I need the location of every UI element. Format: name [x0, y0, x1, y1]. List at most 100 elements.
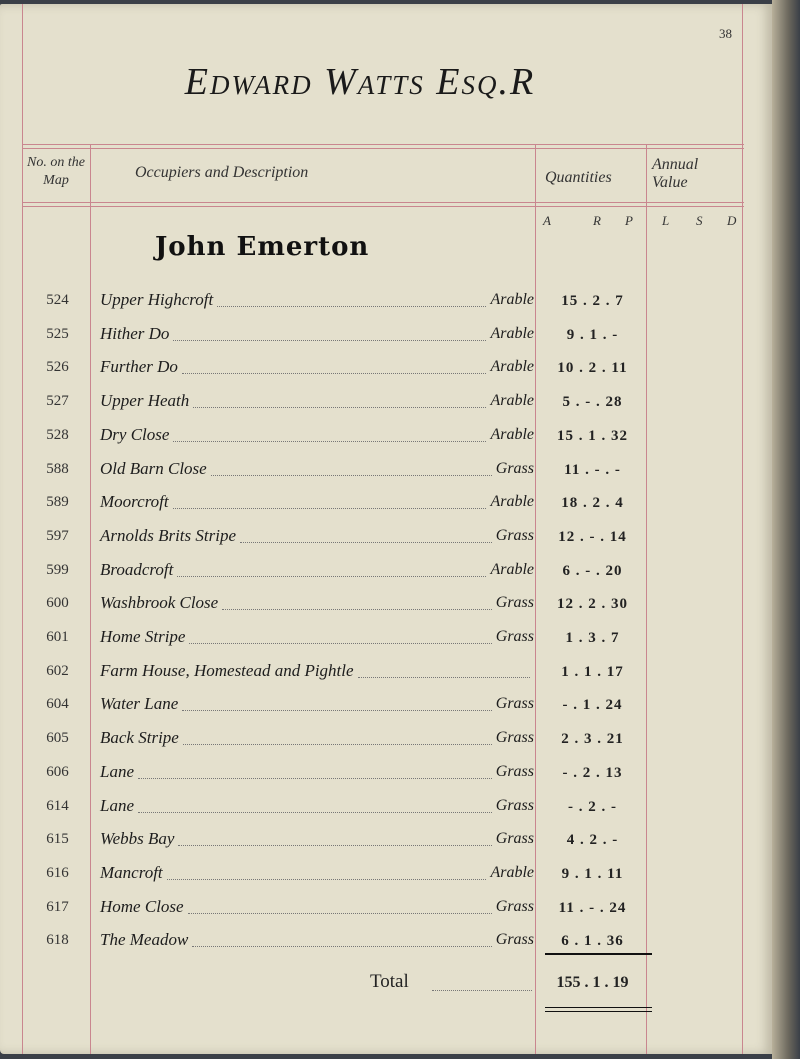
divider — [90, 144, 91, 1054]
map-number: 616 — [46, 864, 69, 881]
field-description: Upper Heath — [100, 391, 190, 411]
divider — [22, 144, 744, 145]
unit-perches: P — [625, 213, 633, 228]
dotted-leader — [240, 541, 492, 543]
table-row: 615 Webbs Bay Grass 4 . 2 . - — [0, 825, 772, 855]
dotted-leader — [432, 990, 532, 991]
table-row: 606 Lane Grass - . 2 . 13 — [0, 758, 772, 788]
map-number: 615 — [46, 831, 69, 848]
land-type: Grass — [495, 526, 534, 544]
page-title: Edward Watts Esq.R — [184, 61, 536, 103]
dotted-leader — [138, 777, 492, 779]
map-number: 526 — [46, 359, 69, 376]
map-number: 605 — [46, 730, 69, 747]
quantity: 15 . 1 . 32 — [557, 427, 628, 444]
divider — [22, 4, 23, 1054]
sum-rule — [545, 953, 652, 955]
quantity: 6 . 1 . 36 — [561, 933, 624, 950]
table-row: 600 Washbrook Close Grass 12 . 2 . 30 — [0, 589, 772, 619]
table-row: 589 Moorcroft Arable 18 . 2 . 4 — [0, 488, 772, 518]
page-number: 38 — [719, 26, 732, 41]
field-description: Arnolds Brits Stripe — [100, 525, 237, 545]
map-number: 601 — [46, 629, 69, 645]
table-row: 526 Further Do Arable 10 . 2 . 11 — [0, 353, 772, 383]
map-number: 588 — [46, 460, 69, 477]
dotted-leader — [222, 609, 492, 611]
quantity: 9 . 1 . 11 — [561, 865, 624, 882]
quantity: 2 . 3 . 21 — [561, 731, 624, 748]
total-quantity: 155 . 1 . 19 — [556, 974, 629, 991]
unit-acres: A — [543, 213, 551, 228]
dotted-leader — [193, 407, 486, 409]
field-description: Broadcroft — [100, 559, 174, 579]
table-row: 525 Hither Do Arable 9 . 1 . - — [0, 320, 772, 350]
table-row: 588 Old Barn Close Grass 11 . - . - — [0, 455, 772, 485]
table-row: 614 Lane Grass - . 2 . - — [0, 792, 772, 822]
dotted-leader — [178, 845, 492, 847]
unit-shillings: S — [696, 213, 703, 228]
dotted-leader — [183, 744, 492, 746]
land-type: Arable — [490, 863, 534, 881]
land-type: Grass — [495, 762, 534, 780]
quantity: 12 . - . 14 — [558, 528, 627, 545]
total-label: Total — [370, 971, 409, 992]
field-description: Water Lane — [100, 694, 179, 714]
field-description: The Meadow — [100, 930, 189, 950]
unit-pounds: L — [662, 213, 670, 228]
dotted-leader — [173, 440, 486, 442]
field-description: Webbs Bay — [100, 829, 175, 849]
dotted-leader — [182, 710, 492, 712]
table-row: 605 Back Stripe Grass 2 . 3 . 21 — [0, 724, 772, 754]
table-row: 524 Upper Highcroft Arable 15 . 2 . 7 — [0, 286, 772, 316]
dotted-leader — [177, 575, 486, 577]
map-number: 525 — [46, 325, 69, 342]
quantity: - . 1 . 24 — [562, 697, 623, 714]
quantity: 9 . 1 . - — [566, 326, 619, 343]
map-number: 597 — [46, 527, 69, 544]
quantity: 18 . 2 . 4 — [561, 495, 624, 512]
field-description: Farm House, Homestead and Pightle — [100, 660, 354, 680]
land-type: Grass — [495, 830, 534, 848]
land-type: Arable — [490, 425, 534, 443]
occupier-name: John Emerton — [155, 232, 370, 262]
map-number: 599 — [46, 561, 69, 578]
land-type: Grass — [495, 628, 534, 645]
header-annual-value: Annual Value — [652, 156, 699, 191]
dotted-leader — [138, 811, 492, 813]
map-number: 528 — [46, 426, 69, 443]
field-description: Dry Close — [100, 424, 170, 444]
field-description: Mancroft — [100, 862, 163, 882]
table-row: 599 Broadcroft Arable 6 . - . 20 — [0, 556, 772, 586]
land-type: Grass — [495, 796, 534, 814]
map-number: 618 — [46, 932, 69, 949]
unit-roods: R — [593, 213, 601, 228]
dotted-leader — [188, 912, 492, 914]
quantity: 1 . 1 . 17 — [561, 663, 624, 680]
field-description: Further Do — [100, 357, 178, 377]
field-description: Back Stripe — [100, 728, 179, 748]
dotted-leader — [192, 946, 492, 948]
field-description: Hither Do — [100, 323, 170, 343]
divider — [22, 148, 744, 149]
table-row: 601 Home Stripe Grass 1 . 3 . 7 — [0, 623, 772, 653]
table-row: 602 Farm House, Homestead and Pightle 1 … — [0, 657, 772, 687]
dotted-leader — [358, 676, 530, 678]
field-description: Moorcroft — [100, 492, 169, 512]
header-quantities: Quantities — [545, 169, 612, 186]
header-occupiers: Occupiers and Description — [135, 164, 309, 181]
divider — [646, 144, 647, 1054]
map-number: 600 — [46, 595, 69, 612]
dotted-leader — [167, 878, 486, 880]
map-number: 527 — [46, 393, 69, 410]
total-rule — [545, 1007, 652, 1008]
header-no-on-map: No. on the Map — [27, 155, 85, 188]
quantity: 15 . 2 . 7 — [561, 293, 624, 309]
unit-pence: D — [727, 213, 737, 228]
divider — [22, 202, 744, 203]
map-number: 589 — [46, 494, 69, 511]
field-description: Lane — [100, 761, 134, 781]
land-type: Grass — [495, 897, 534, 915]
land-type: Arable — [490, 358, 534, 376]
land-type: Arable — [490, 392, 534, 410]
table-row: 528 Dry Close Arable 15 . 1 . 32 — [0, 421, 772, 451]
